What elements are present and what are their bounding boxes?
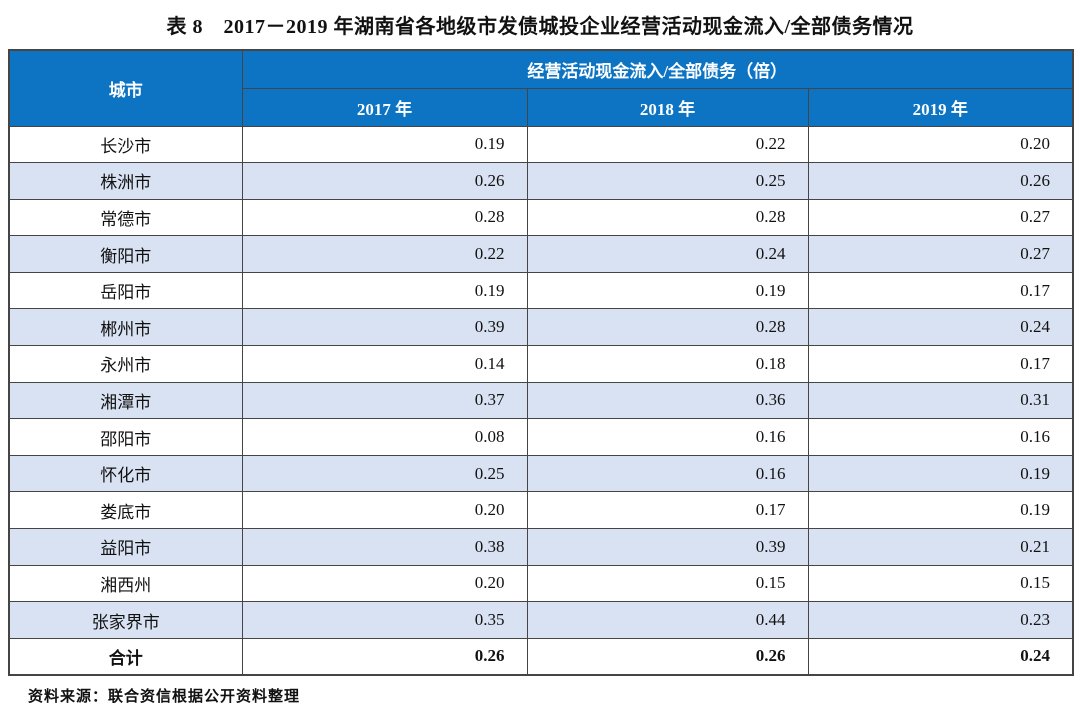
value-cell-2018: 0.44 [526, 601, 809, 639]
value-cell-2018: 0.15 [526, 564, 809, 603]
value-cell-2019: 0.17 [807, 271, 1074, 310]
value-cell-2017: 0.39 [241, 308, 528, 347]
value-cell-2017: 0.38 [241, 528, 528, 566]
value-cell-2018: 0.24 [526, 235, 809, 273]
total-row: 合计 0.26 0.26 0.24 [8, 637, 1074, 676]
city-cell: 娄底市 [8, 491, 243, 530]
value-cell-2018: 0.39 [526, 528, 809, 566]
data-table: 城市 经营活动现金流入/全部债务（倍） 2017 年 2018 年 2019 年… [8, 49, 1074, 676]
city-cell: 张家界市 [8, 601, 243, 639]
header-group: 经营活动现金流入/全部债务（倍） [241, 49, 1074, 89]
value-cell-2018: 0.22 [526, 125, 809, 164]
table-body: 长沙市 0.19 0.22 0.20 株洲市 0.26 0.25 0.26 常德… [8, 125, 1074, 676]
value-cell-2017: 0.35 [241, 601, 528, 639]
source-note: 资料来源：联合资信根据公开资料整理 [28, 688, 301, 705]
value-cell-2019: 0.15 [807, 564, 1074, 603]
value-cell-2019: 0.21 [807, 528, 1074, 566]
table-row: 益阳市 0.38 0.39 0.21 [8, 528, 1074, 566]
table-row: 株洲市 0.26 0.25 0.26 [8, 162, 1074, 200]
header-year-2017: 2017 年 [241, 87, 528, 127]
table-row: 怀化市 0.25 0.16 0.19 [8, 454, 1074, 493]
table-title: 表 8 2017－2019 年湖南省各地级市发债城投企业经营活动现金流入/全部债… [166, 16, 914, 38]
table-row: 岳阳市 0.19 0.19 0.17 [8, 271, 1074, 310]
value-cell-2018: 0.17 [526, 491, 809, 530]
table-row: 张家界市 0.35 0.44 0.23 [8, 601, 1074, 639]
city-cell: 衡阳市 [8, 235, 243, 273]
city-cell: 常德市 [8, 198, 243, 237]
value-cell-2017: 0.26 [241, 162, 528, 200]
value-cell-2019: 0.24 [807, 308, 1074, 347]
value-cell-2019: 0.17 [807, 345, 1074, 383]
city-cell: 长沙市 [8, 125, 243, 164]
value-cell-2017: 0.19 [241, 271, 528, 310]
value-cell-2017: 0.20 [241, 564, 528, 603]
value-cell-2017: 0.25 [241, 454, 528, 493]
value-cell-2019: 0.27 [807, 198, 1074, 237]
total-value-2017: 0.26 [241, 637, 528, 676]
value-cell-2019: 0.27 [807, 235, 1074, 273]
value-cell-2018: 0.18 [526, 345, 809, 383]
value-cell-2018: 0.19 [526, 271, 809, 310]
city-cell: 益阳市 [8, 528, 243, 566]
value-cell-2017: 0.37 [241, 381, 528, 420]
value-cell-2017: 0.08 [241, 418, 528, 456]
value-cell-2019: 0.19 [807, 454, 1074, 493]
value-cell-2019: 0.31 [807, 381, 1074, 420]
total-label: 合计 [8, 637, 243, 676]
table-row: 衡阳市 0.22 0.24 0.27 [8, 235, 1074, 273]
value-cell-2019: 0.20 [807, 125, 1074, 164]
value-cell-2018: 0.36 [526, 381, 809, 420]
value-cell-2018: 0.28 [526, 198, 809, 237]
value-cell-2017: 0.14 [241, 345, 528, 383]
value-cell-2017: 0.19 [241, 125, 528, 164]
table-row: 永州市 0.14 0.18 0.17 [8, 345, 1074, 383]
header-year-2019: 2019 年 [807, 87, 1074, 127]
city-cell: 永州市 [8, 345, 243, 383]
table-row: 邵阳市 0.08 0.16 0.16 [8, 418, 1074, 456]
total-value-2019: 0.24 [807, 637, 1074, 676]
city-cell: 怀化市 [8, 454, 243, 493]
table-row: 郴州市 0.39 0.28 0.24 [8, 308, 1074, 347]
table-header: 城市 经营活动现金流入/全部债务（倍） 2017 年 2018 年 2019 年 [8, 49, 1074, 127]
table-row: 娄底市 0.20 0.17 0.19 [8, 491, 1074, 530]
report-page: 表 8 2017－2019 年湖南省各地级市发债城投企业经营活动现金流入/全部债… [8, 16, 1074, 705]
city-cell: 岳阳市 [8, 271, 243, 310]
table-row: 长沙市 0.19 0.22 0.20 [8, 125, 1074, 164]
city-cell: 郴州市 [8, 308, 243, 347]
total-value-2018: 0.26 [526, 637, 809, 676]
city-cell: 邵阳市 [8, 418, 243, 456]
city-cell: 湘西州 [8, 564, 243, 603]
value-cell-2017: 0.22 [241, 235, 528, 273]
value-cell-2019: 0.16 [807, 418, 1074, 456]
value-cell-2018: 0.25 [526, 162, 809, 200]
value-cell-2017: 0.28 [241, 198, 528, 237]
city-cell: 株洲市 [8, 162, 243, 200]
value-cell-2019: 0.19 [807, 491, 1074, 530]
city-cell: 湘潭市 [8, 381, 243, 420]
value-cell-2018: 0.16 [526, 454, 809, 493]
value-cell-2018: 0.16 [526, 418, 809, 456]
value-cell-2019: 0.23 [807, 601, 1074, 639]
table-row: 常德市 0.28 0.28 0.27 [8, 198, 1074, 237]
table-row: 湘西州 0.20 0.15 0.15 [8, 564, 1074, 603]
header-year-2018: 2018 年 [526, 87, 809, 127]
header-city: 城市 [8, 49, 243, 127]
value-cell-2017: 0.20 [241, 491, 528, 530]
value-cell-2018: 0.28 [526, 308, 809, 347]
value-cell-2019: 0.26 [807, 162, 1074, 200]
table-row: 湘潭市 0.37 0.36 0.31 [8, 381, 1074, 420]
